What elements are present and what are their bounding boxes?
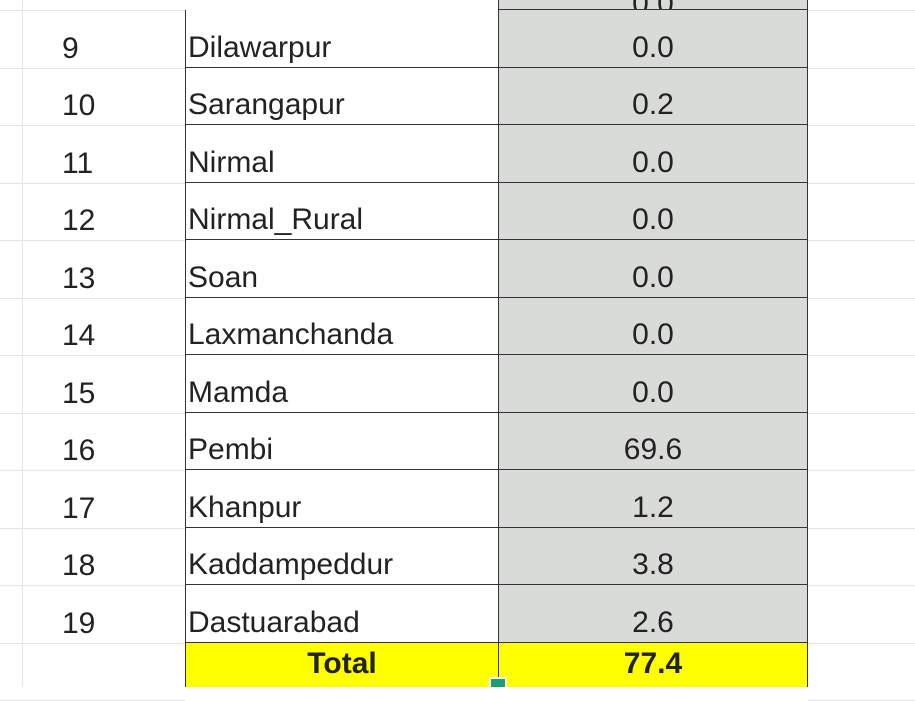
grid-line [22,297,185,299]
cell-name: Mamda [185,355,498,413]
grid-line [0,585,22,586]
grid-line [0,527,22,529]
grid-line [0,297,22,299]
grid-line [808,412,915,414]
cell-name: Sarangapur [185,67,498,125]
grid-line [808,470,915,471]
row-index: 18 [62,549,96,582]
cell-name: Nirmal_Rural [185,182,498,240]
grid-line [808,527,915,529]
cell-name: Khanpur [185,470,498,528]
grid-line [22,470,185,471]
grid-line [22,67,185,69]
cell-value: 0.0 [498,125,808,183]
grid-line [0,412,22,414]
cell-name: Nirmal [185,125,498,183]
row-index: 14 [62,319,96,352]
row-index: 16 [62,434,96,467]
cell-value: 2.6 [498,585,808,643]
grid-line [22,355,185,356]
cell-value: 1.2 [498,470,808,528]
cell-name: Pembi [185,412,498,470]
row-index: 17 [62,491,96,525]
grid-line [22,125,185,126]
row-index: 9 [62,31,79,65]
total-label: Total [185,642,498,687]
grid-line [808,67,915,69]
cell-name: Soan [185,240,498,298]
cell-name: Kaddampeddur [185,527,498,585]
grid-line [808,182,915,184]
grid-line [808,125,915,126]
grid-line [808,10,915,11]
selection-handle[interactable] [489,677,507,689]
grid-line [22,642,185,644]
row-index: 15 [62,376,96,410]
grid-line [0,240,22,241]
grid-line [22,182,185,184]
grid-line [0,355,22,356]
grid-line [0,10,22,11]
cell-value: 0.0 [498,10,808,68]
grid-line [808,642,915,644]
grid-line [0,182,22,184]
cell-value: 0.0 [498,355,808,413]
grid-line [0,125,22,126]
grid-line [808,240,915,241]
cell-value: 0.0 [498,182,808,240]
cell-name: Dastuarabad [185,585,498,643]
grid-line [22,0,23,687]
grid-line [0,642,22,644]
cell-value: 0.2 [498,67,808,125]
cell-value: 0.0 [498,0,808,10]
grid-line [22,527,185,529]
cell-value: 3.8 [498,527,808,585]
grid-line [22,412,185,414]
grid-line [22,240,185,241]
row-index: 12 [62,204,96,237]
cell-name: Laxmanchanda [185,297,498,355]
cell-name: Dilawarpur [185,10,498,68]
cell-value: 0.0 [498,240,808,298]
total-value: 77.4 [498,642,808,687]
cell-value: 0.0 [498,297,808,355]
grid-line [22,585,185,586]
row-index: 11 [62,146,94,180]
grid-line [808,585,915,586]
grid-line [0,470,22,471]
cell-value: 69.6 [498,412,808,470]
row-index: 19 [62,606,96,640]
row-index: 10 [62,89,96,122]
row-index: 13 [62,261,96,295]
grid-line [808,297,915,299]
grid-line [808,355,915,356]
grid-line [22,10,185,11]
grid-line [0,67,22,69]
